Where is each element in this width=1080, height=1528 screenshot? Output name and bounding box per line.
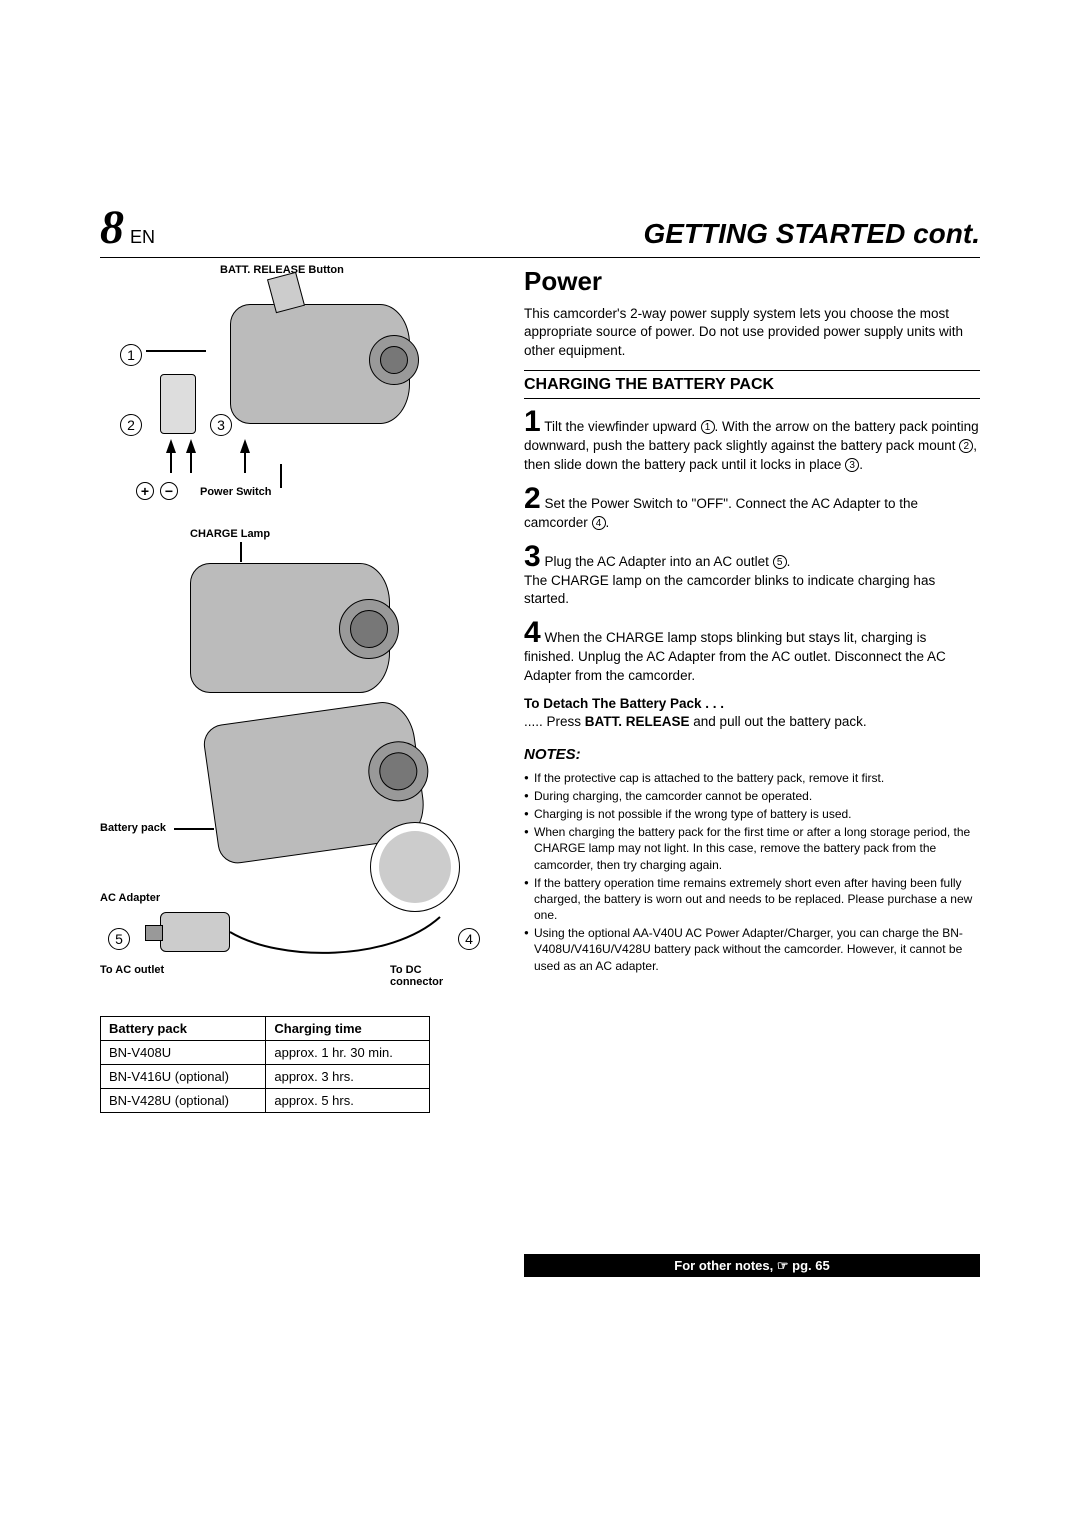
step-number: 1 (524, 405, 541, 438)
right-column: Power This camcorder's 2-way power suppl… (524, 264, 980, 1277)
label-charge-lamp: CHARGE Lamp (190, 528, 270, 540)
leader-line (240, 542, 242, 562)
table-cell: BN-V416U (optional) (101, 1065, 266, 1089)
notes-list: If the protective cap is attached to the… (524, 770, 980, 974)
table-cell: BN-V428U (optional) (101, 1089, 266, 1113)
text: The CHARGE lamp on the camcorder blinks … (524, 573, 935, 606)
diagram-battery-install: BATT. RELEASE Button 1 2 3 (100, 264, 500, 524)
inline-ref-5: 5 (773, 555, 787, 569)
page-lang: EN (130, 227, 155, 248)
text: . (606, 515, 610, 530)
note-item: Using the optional AA-V40U AC Power Adap… (524, 925, 980, 974)
text: Set the Power Switch to "OFF". Connect t… (524, 496, 918, 530)
table-row: BN-V428U (optional) approx. 5 hrs. (101, 1089, 430, 1113)
detach-title: To Detach The Battery Pack . . . (524, 696, 724, 711)
camera-body-shape (230, 304, 410, 424)
step-number: 3 (524, 540, 541, 573)
text: . (787, 554, 791, 569)
viewfinder-shape (267, 272, 305, 314)
lens-shape (339, 599, 399, 659)
step-number: 2 (524, 482, 541, 515)
batt-release-keyword: BATT. RELEASE (585, 714, 690, 729)
step-2: 2 Set the Power Switch to "OFF". Connect… (524, 484, 980, 532)
camcorder-icon (190, 563, 390, 693)
text: Plug the AC Adapter into an AC outlet (544, 554, 772, 569)
table-row: BN-V416U (optional) approx. 3 hrs. (101, 1065, 430, 1089)
battery-icon (160, 374, 196, 434)
minus-icon: − (160, 482, 178, 500)
left-column: BATT. RELEASE Button 1 2 3 (100, 264, 500, 1277)
step-text: Plug the AC Adapter into an AC outlet 5.… (524, 554, 935, 606)
label-ac-adapter: AC Adapter (100, 892, 160, 904)
label-battery-pack: Battery pack (100, 822, 166, 834)
text: . (859, 457, 863, 472)
intro-text: This camcorder's 2-way power supply syst… (524, 305, 980, 360)
note-item: Charging is not possible if the wrong ty… (524, 806, 980, 822)
table-header-row: Battery pack Charging time (101, 1017, 430, 1041)
section-title: Power (524, 264, 980, 299)
table-header: Charging time (266, 1017, 430, 1041)
table-cell: approx. 3 hrs. (266, 1065, 430, 1089)
callout-1: 1 (120, 344, 142, 366)
text: Tilt the viewfinder upward (544, 419, 700, 434)
callout-5: 5 (108, 928, 130, 950)
arrow-up-icon (240, 439, 250, 473)
step-text: Set the Power Switch to "OFF". Connect t… (524, 496, 918, 530)
lens-shape (369, 335, 419, 385)
diagram-power-connection: Battery pack AC Adapter 5 4 To AC outlet… (100, 712, 500, 992)
inline-ref-2: 2 (959, 439, 973, 453)
subsection-title: CHARGING THE BATTERY PACK (524, 370, 980, 400)
table-cell: approx. 5 hrs. (266, 1089, 430, 1113)
note-item: When charging the battery pack for the f… (524, 824, 980, 873)
table-cell: BN-V408U (101, 1041, 266, 1065)
step-1: 1 Tilt the viewfinder upward 1. With the… (524, 407, 980, 473)
notes-heading: NOTES: (524, 745, 980, 765)
leader-line (280, 464, 282, 488)
text: and pull out the battery pack. (690, 714, 867, 729)
text: ..... Press (524, 714, 585, 729)
page-number-wrap: 8 EN (100, 200, 155, 255)
camera-body-shape (190, 563, 390, 693)
label-to-dc-connector: To DC connector (390, 964, 470, 988)
label-to-ac-outlet: To AC outlet (100, 964, 164, 976)
inline-ref-1: 1 (701, 420, 715, 434)
label-batt-release: BATT. RELEASE Button (220, 264, 344, 276)
charging-time-table: Battery pack Charging time BN-V408U appr… (100, 1016, 430, 1113)
leader-line (174, 828, 214, 830)
callout-3: 3 (210, 414, 232, 436)
table-cell: approx. 1 hr. 30 min. (266, 1041, 430, 1065)
header-title: GETTING STARTED cont. (643, 218, 980, 250)
leader-line (146, 350, 206, 352)
callout-2: 2 (120, 414, 142, 436)
table-row: BN-V408U approx. 1 hr. 30 min. (101, 1041, 430, 1065)
detach-text: ..... Press BATT. RELEASE and pull out t… (524, 713, 980, 731)
detail-circle-icon (370, 822, 460, 912)
step-text: Tilt the viewfinder upward 1. With the a… (524, 419, 979, 471)
footer-reference: For other notes, ☞ pg. 65 (524, 1254, 980, 1278)
step-text: When the CHARGE lamp stops blinking but … (524, 630, 946, 682)
detach-heading: To Detach The Battery Pack . . . (524, 695, 980, 713)
page: 8 EN GETTING STARTED cont. BATT. RELEASE… (100, 200, 980, 1277)
plus-icon: + (136, 482, 154, 500)
note-item: If the battery operation time remains ex… (524, 875, 980, 924)
step-3: 3 Plug the AC Adapter into an AC outlet … (524, 542, 980, 608)
page-header: 8 EN GETTING STARTED cont. (100, 200, 980, 258)
note-item: During charging, the camcorder cannot be… (524, 788, 980, 804)
note-item: If the protective cap is attached to the… (524, 770, 980, 786)
table-header: Battery pack (101, 1017, 266, 1041)
page-number: 8 (100, 200, 124, 255)
arrow-up-icon (166, 439, 176, 473)
step-4: 4 When the CHARGE lamp stops blinking bu… (524, 618, 980, 684)
arrow-up-icon (186, 439, 196, 473)
label-power-switch: Power Switch (200, 486, 272, 498)
cable-icon (220, 907, 450, 967)
content-columns: BATT. RELEASE Button 1 2 3 (100, 264, 980, 1277)
lens-shape (364, 737, 432, 805)
inline-ref-3: 3 (845, 458, 859, 472)
callout-4: 4 (458, 928, 480, 950)
inline-ref-4: 4 (592, 516, 606, 530)
camcorder-icon (230, 304, 410, 424)
step-number: 4 (524, 616, 541, 649)
diagram-charge-lamp: CHARGE Lamp (100, 528, 500, 708)
